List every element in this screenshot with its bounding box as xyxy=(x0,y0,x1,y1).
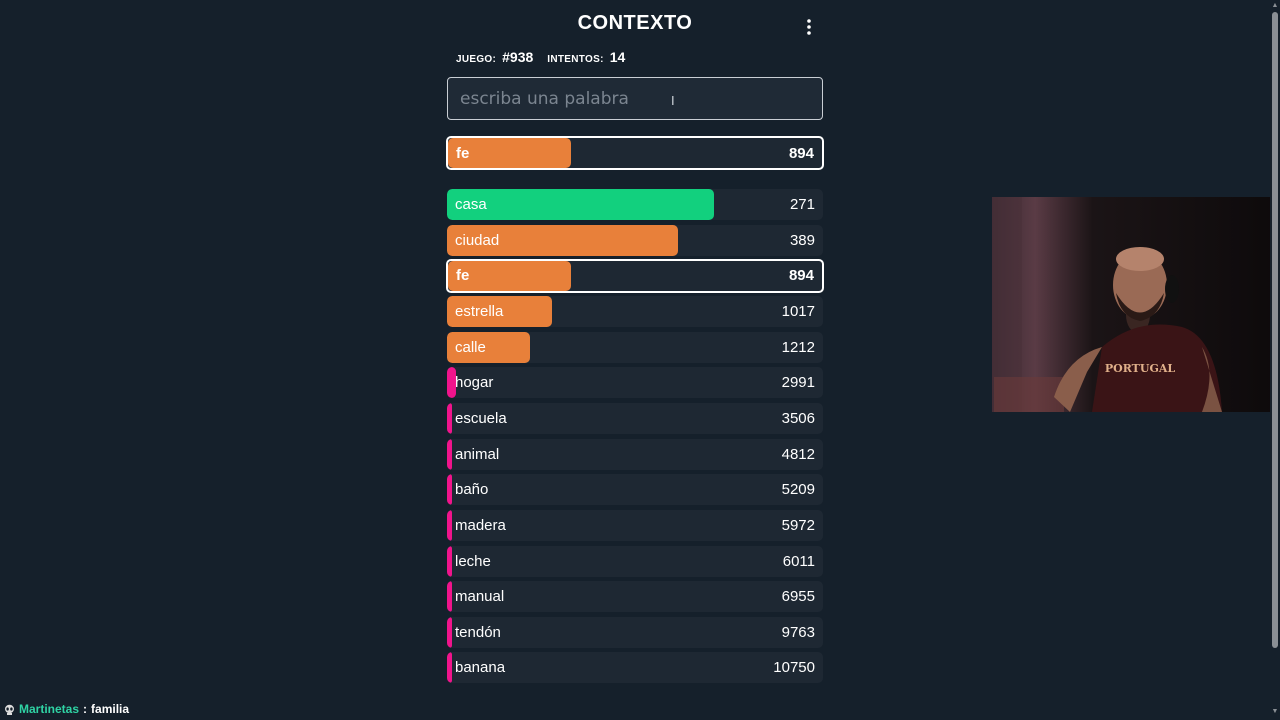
similarity-bar xyxy=(447,189,714,220)
guess-word: manual xyxy=(455,588,505,606)
guess-row[interactable]: casa 271 xyxy=(447,189,823,220)
chat-separator: : xyxy=(83,702,88,716)
guess-row[interactable]: baño 5209 xyxy=(447,474,823,506)
guess-rank: 5209 xyxy=(781,481,815,499)
similarity-bar xyxy=(447,331,530,363)
game-info: JUEGO: #938 INTENTOS: 14 xyxy=(456,49,633,65)
guess-rank: 1212 xyxy=(781,338,815,356)
guess-row[interactable]: banana 10750 xyxy=(447,652,823,684)
guess-row[interactable]: hogar 2991 xyxy=(447,367,823,399)
guess-word: ciudad xyxy=(455,231,500,249)
similarity-bar xyxy=(447,438,452,470)
guess-row[interactable]: ciudad 389 xyxy=(447,224,823,256)
guess-row[interactable]: fe 894 xyxy=(446,258,824,293)
guess-rank: 894 xyxy=(788,144,814,162)
guess-rank: 5972 xyxy=(781,516,815,534)
guess-rank: 1017 xyxy=(781,302,815,320)
guess-rank: 6955 xyxy=(781,588,815,606)
game-label: JUEGO: xyxy=(456,54,497,65)
similarity-bar xyxy=(447,402,452,434)
guess-row[interactable]: tendón 9763 xyxy=(447,616,823,648)
page-scrollbar[interactable]: ▲ ▼ xyxy=(1270,0,1280,720)
guess-rank: 2991 xyxy=(781,374,815,392)
chat-overlay: Martinetas : familia xyxy=(4,702,129,716)
guess-word: animal xyxy=(455,445,500,463)
similarity-bar xyxy=(448,138,572,168)
similarity-bar xyxy=(447,509,452,541)
guess-word: fe xyxy=(456,267,470,285)
alien-icon xyxy=(5,704,14,715)
guess-word: escuela xyxy=(455,409,507,427)
text-cursor-icon: I xyxy=(671,93,675,108)
similarity-bar xyxy=(447,367,457,399)
guess-word: leche xyxy=(455,552,491,570)
scroll-down-icon[interactable]: ▼ xyxy=(1271,708,1279,715)
last-guess-row[interactable]: fe 894 xyxy=(446,136,824,170)
chat-username: Martinetas xyxy=(19,702,80,716)
similarity-bar xyxy=(447,474,452,506)
chat-message: familia xyxy=(91,702,130,716)
shirt-text: PORTUGAL xyxy=(1105,362,1176,375)
guess-word: calle xyxy=(455,338,486,356)
similarity-bar xyxy=(447,616,452,648)
game-number: #938 xyxy=(502,49,534,65)
vertical-dots-icon xyxy=(807,19,811,35)
more-options-button[interactable] xyxy=(798,16,820,38)
guess-row[interactable]: estrella 1017 xyxy=(447,295,823,327)
guess-word: hogar xyxy=(455,374,494,392)
attempts-count: 14 xyxy=(609,49,626,65)
guess-word: tendón xyxy=(455,623,501,641)
guess-word: estrella xyxy=(455,302,504,320)
scroll-up-icon[interactable]: ▲ xyxy=(1271,2,1279,9)
guess-row[interactable]: calle 1212 xyxy=(447,331,823,363)
webcam-overlay: PORTUGAL xyxy=(992,197,1280,412)
similarity-bar xyxy=(447,652,452,684)
guess-word: baño xyxy=(455,481,489,499)
guess-rank: 6011 xyxy=(782,552,815,570)
guess-rank: 894 xyxy=(788,267,814,285)
similarity-bar xyxy=(448,260,572,291)
guess-rank: 3506 xyxy=(781,409,815,427)
guess-rank: 271 xyxy=(789,196,815,213)
similarity-bar xyxy=(447,224,679,256)
guess-row[interactable]: manual 6955 xyxy=(447,581,823,613)
streamer-webcam-image: PORTUGAL xyxy=(992,197,1280,412)
page-title: CONTEXTO xyxy=(577,12,693,34)
similarity-bar xyxy=(447,295,553,327)
guess-word: madera xyxy=(455,516,506,534)
guess-row[interactable]: escuela 3506 xyxy=(447,402,823,434)
similarity-bar xyxy=(447,545,452,577)
attempts-label: INTENTOS: xyxy=(547,54,604,65)
scroll-thumb[interactable] xyxy=(1272,12,1278,648)
guess-word: fe xyxy=(456,144,470,162)
word-input[interactable] xyxy=(447,77,823,120)
guess-word: banana xyxy=(455,659,506,677)
guess-rank: 10750 xyxy=(773,659,815,677)
similarity-bar xyxy=(447,581,452,613)
guess-rank: 4812 xyxy=(781,445,815,463)
guess-row[interactable]: madera 5972 xyxy=(447,509,823,541)
guess-rank: 9763 xyxy=(781,623,815,641)
guess-word: casa xyxy=(455,196,487,213)
guess-row[interactable]: animal 4812 xyxy=(447,438,823,470)
guess-rank: 389 xyxy=(789,231,815,249)
guess-row[interactable]: leche 6011 xyxy=(447,545,823,577)
